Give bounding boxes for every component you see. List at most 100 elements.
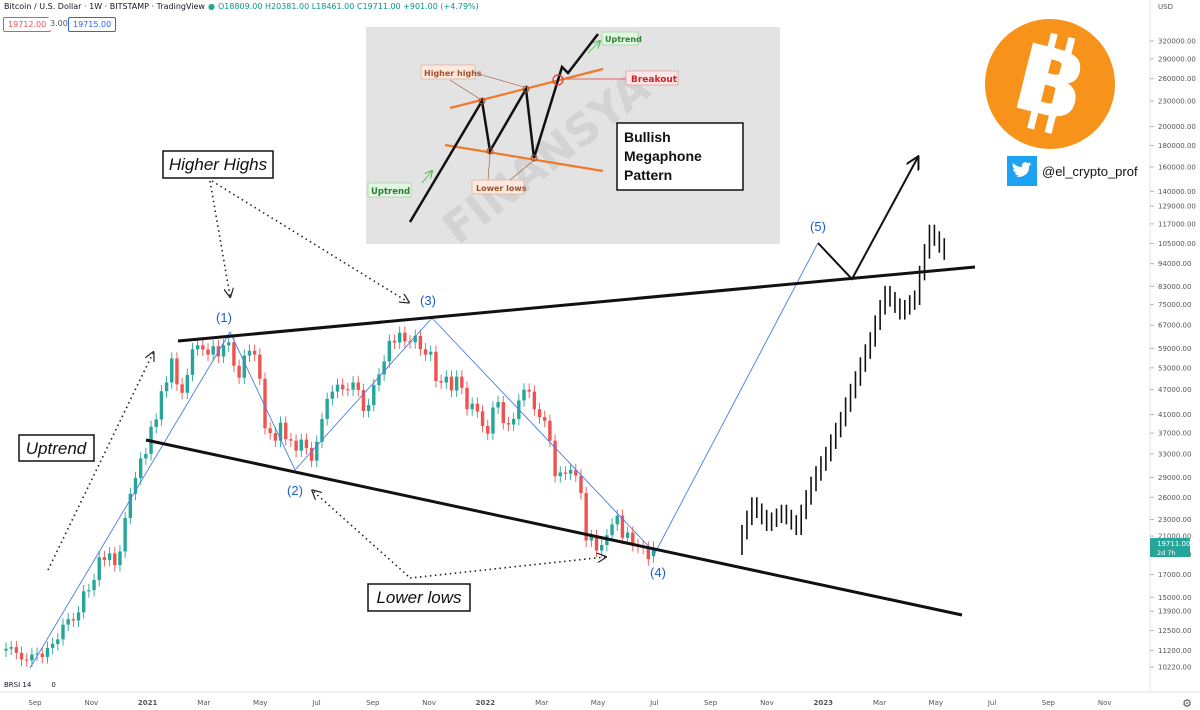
time-label: Jul (311, 699, 321, 707)
ask-price[interactable]: 19715.00 (68, 17, 117, 32)
candle-body (118, 551, 122, 566)
wave-label-4: (4) (650, 565, 666, 580)
candle-body (185, 374, 189, 393)
candle-body (574, 470, 578, 476)
candle-body (221, 345, 226, 357)
price-label: 160000.00 (1158, 163, 1196, 171)
candle-body (532, 391, 537, 410)
candle-body (397, 332, 402, 343)
inset-uptrend-left: Uptrend (371, 187, 410, 197)
price-label: 290000.00 (1158, 55, 1196, 63)
wave-labels: (1) (2) (3) (4) (5) (216, 219, 826, 580)
candle-body (304, 439, 309, 448)
candle-body (584, 493, 588, 541)
price-label: 12500.00 (1158, 627, 1191, 635)
price-label: 15000.00 (1158, 594, 1191, 602)
candle-body (496, 402, 500, 408)
candle-body (144, 453, 148, 459)
candle-body (45, 647, 50, 657)
candle-body (563, 472, 568, 474)
candle-body (470, 403, 474, 410)
bar-countdown: 2d 7h (1157, 549, 1176, 557)
svg-text:Uptrend: Uptrend (26, 439, 87, 458)
price-axis: USD 320000.00 290000.00 260000.00 230000.00… (1149, 0, 1196, 692)
candle-body (615, 515, 619, 525)
gear-icon[interactable]: ⚙ (1182, 698, 1192, 710)
candle-body (102, 557, 107, 561)
candle-body (40, 653, 44, 657)
candle-body (372, 385, 376, 405)
candle-body (4, 648, 8, 651)
spread-value: 3.00 (48, 17, 70, 30)
candle-body (61, 624, 65, 640)
price-label: 320000.00 (1158, 38, 1196, 46)
time-label: May (253, 699, 267, 707)
price-label: 75000.00 (1158, 301, 1191, 309)
candle-body (449, 376, 454, 391)
svg-text:Higher Highs: Higher Highs (169, 155, 268, 174)
wave-label-3: (3) (420, 293, 436, 308)
candle-body (351, 382, 355, 390)
time-label: Nov (84, 699, 98, 707)
candle-body (594, 536, 599, 551)
candle-body (113, 553, 117, 566)
price-label: 11200.00 (1158, 647, 1191, 655)
bid-price[interactable]: 19712.00 (3, 17, 52, 32)
candle-body (610, 524, 614, 536)
price-label: 26000.00 (1158, 494, 1191, 502)
candle-body (501, 402, 505, 424)
time-label: Nov (760, 699, 774, 707)
wave-label-5: (5) (810, 219, 826, 234)
candle-body (543, 417, 547, 421)
candle-body (558, 472, 562, 477)
last-price-value: 19711.00 (1157, 540, 1190, 548)
candle-body (491, 407, 495, 434)
inset-lower-lows-label: Lower lows (476, 184, 527, 193)
candle-body (201, 345, 205, 350)
time-label: Mar (873, 699, 886, 707)
candle-body (97, 557, 101, 580)
projection-bars (741, 224, 946, 556)
candles (4, 326, 656, 667)
candle-body (620, 515, 625, 538)
candle-body (268, 428, 272, 434)
candle-body (454, 376, 459, 391)
time-label: Sep (28, 699, 42, 707)
candle-body (284, 422, 288, 440)
market-status-icon: ● (207, 2, 215, 11)
wave-label-2: (2) (287, 483, 303, 498)
candle-body (392, 340, 397, 343)
candle-body (418, 335, 423, 350)
candle-body (273, 433, 278, 441)
price-label: 37000.00 (1158, 430, 1191, 438)
price-label: 59000.00 (1158, 345, 1191, 353)
candle-body (387, 340, 392, 362)
candle-body (413, 335, 417, 343)
price-label: 13900.00 (1158, 608, 1191, 616)
time-label: Nov (422, 699, 436, 707)
candle-body (600, 544, 604, 551)
candle-body (403, 332, 407, 342)
candle-body (164, 382, 169, 392)
candle-body (159, 391, 164, 420)
price-label: 29000.00 (1158, 474, 1191, 482)
higher-highs-label: Higher Highs (162, 150, 274, 179)
candle-body (341, 384, 345, 390)
time-axis: Sep Nov 2021 Mar May Jul Sep Nov 2022 Mar May Jul Se… (0, 691, 1200, 707)
candle-body (423, 349, 428, 355)
candle-body (227, 342, 231, 346)
inset-title-line-1: Bullish (624, 129, 671, 145)
candle-body (377, 374, 381, 386)
price-label: 53000.00 (1158, 364, 1191, 372)
price-label: 260000.00 (1158, 75, 1196, 83)
candle-body (154, 419, 158, 427)
candle-body (444, 376, 448, 383)
candle-body (278, 422, 283, 441)
price-label: 23000.00 (1158, 516, 1191, 524)
time-label: Mar (535, 699, 548, 707)
twitter-badge: @el_crypto_prof (1007, 156, 1138, 186)
candle-body (434, 351, 438, 381)
price-label: 200000.00 (1158, 123, 1196, 131)
symbol-title[interactable]: Bitcoin / U.S. Dollar · 1W · BITSTAMP · … (4, 2, 205, 11)
